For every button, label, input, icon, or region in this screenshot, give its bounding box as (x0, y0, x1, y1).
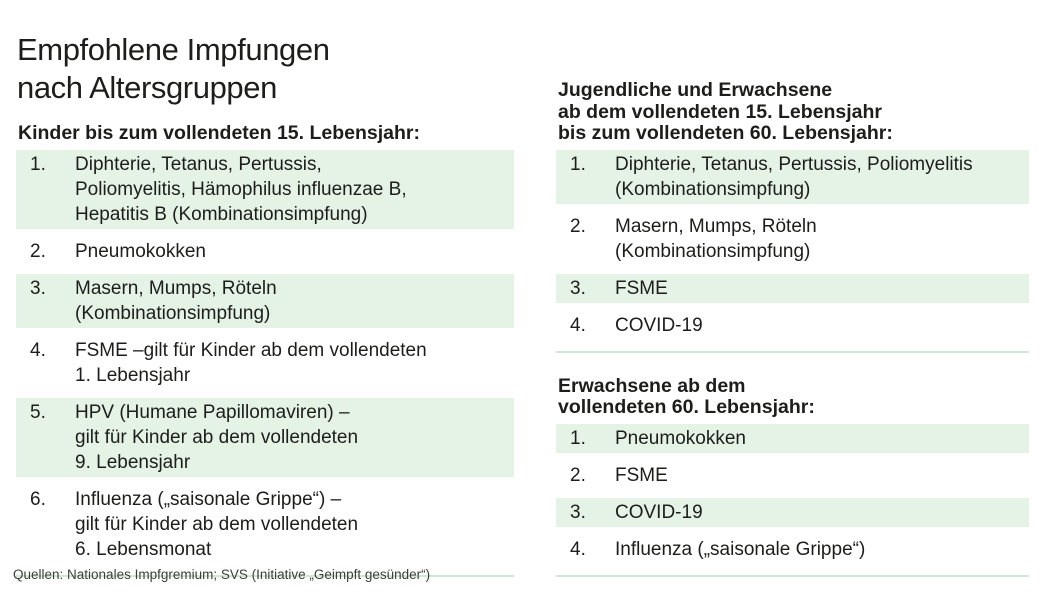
page-title: Empfohlene Impfungen nach Altersgruppen (17, 31, 330, 107)
section-heading: Jugendliche und Erwachsene ab dem vollen… (558, 79, 893, 144)
vaccination-section-jugendliche-erwachsene: Jugendliche und Erwachsene ab dem vollen… (556, 79, 1029, 353)
vaccine-list: 1. Diphterie, Tetanus, Pertussis, Poliomy… (16, 149, 514, 577)
item-number: 3. (570, 501, 586, 523)
section-heading: Kinder bis zum vollendeten 15. Lebensjah… (18, 122, 421, 144)
vaccine-list: 1. Diphterie, Tetanus, Pertussis, Poliomy… (556, 149, 1029, 353)
item-number: 1. (570, 153, 586, 175)
item-number: 2. (570, 215, 586, 237)
vaccine-list-item: 1. Diphterie, Tetanus, Pertussis, Poliomy… (556, 149, 1029, 204)
item-text: COVID-19 (615, 314, 703, 336)
vaccine-list-item: 2. FSME (556, 461, 1029, 490)
vaccine-list: 1. Pneumokokken 2. FSME 3. COVID-19 4. Influenz… (556, 423, 1029, 577)
item-text: Masern, Mumps, Röteln (Kombinationsimpfu… (615, 215, 817, 262)
source-footnote: Quellen: Nationales Impfgremium; SVS (In… (13, 567, 431, 582)
vaccination-section-kinder: Kinder bis zum vollendeten 15. Lebensjah… (16, 122, 514, 577)
item-number: 2. (570, 464, 586, 486)
vaccine-list-item: 4. COVID-19 (556, 311, 1029, 340)
item-number: 3. (30, 277, 46, 299)
item-number: 5. (30, 401, 46, 423)
item-text: Diphterie, Tetanus, Pertussis, Poliomyel… (75, 153, 407, 225)
vaccine-list-item: 3. COVID-19 (556, 497, 1029, 527)
item-text: Influenza („saisonale Grippe“) (615, 538, 866, 560)
item-number: 6. (30, 488, 46, 510)
item-number: 3. (570, 277, 586, 299)
vaccine-list-item: 2. Pneumokokken (16, 237, 514, 266)
vaccine-list-item: 3. Masern, Mumps, Röteln (Kombinationsimp… (16, 273, 514, 328)
item-number: 2. (30, 240, 46, 262)
vaccine-list-item: 1. Pneumokokken (556, 423, 1029, 453)
item-number: 4. (570, 314, 586, 336)
vaccine-list-item: 5. HPV (Humane Papillomaviren) – gilt für… (16, 397, 514, 477)
item-text: Influenza („saisonale Grippe“) – gilt fü… (75, 488, 359, 560)
page-title-line-2: nach Altersgruppen (17, 69, 277, 105)
vaccine-list-item: 2. Masern, Mumps, Röteln (Kombinationsimp… (556, 212, 1029, 266)
item-text: FSME –gilt für Kinder ab dem vollendeten… (75, 339, 427, 386)
item-number: 4. (570, 538, 586, 560)
section-heading: Erwachsene ab dem vollendeten 60. Lebens… (558, 374, 815, 418)
item-text: FSME (615, 464, 668, 486)
vaccine-list-item: 4. FSME –gilt für Kinder ab dem vollendet… (16, 336, 514, 390)
item-number: 4. (30, 339, 46, 361)
item-text: Pneumokokken (615, 427, 746, 449)
right-column: Jugendliche und Erwachsene ab dem vollen… (556, 79, 1029, 577)
vaccine-list-item: 3. FSME (556, 273, 1029, 303)
vaccine-list-item: 6. Influenza („saisonale Grippe“) – gilt … (16, 485, 514, 564)
item-number: 1. (30, 153, 46, 175)
item-text: Pneumokokken (75, 240, 206, 262)
item-number: 1. (570, 427, 586, 449)
item-text: Diphterie, Tetanus, Pertussis, Poliomyel… (615, 153, 973, 200)
item-text: Masern, Mumps, Röteln (Kombinationsimpfu… (75, 277, 277, 324)
vaccine-list-item: 1. Diphterie, Tetanus, Pertussis, Poliomy… (16, 149, 514, 229)
item-text: FSME (615, 277, 668, 299)
item-text: HPV (Humane Papillomaviren) – gilt für K… (75, 401, 359, 473)
vaccine-list-item: 4. Influenza („saisonale Grippe“) (556, 535, 1029, 564)
page-title-line-1: Empfohlene Impfungen (17, 31, 330, 67)
item-text: COVID-19 (615, 501, 703, 523)
left-column: Kinder bis zum vollendeten 15. Lebensjah… (16, 122, 514, 577)
vaccination-section-erwachsene-60: Erwachsene ab dem vollendeten 60. Lebens… (556, 374, 1029, 577)
